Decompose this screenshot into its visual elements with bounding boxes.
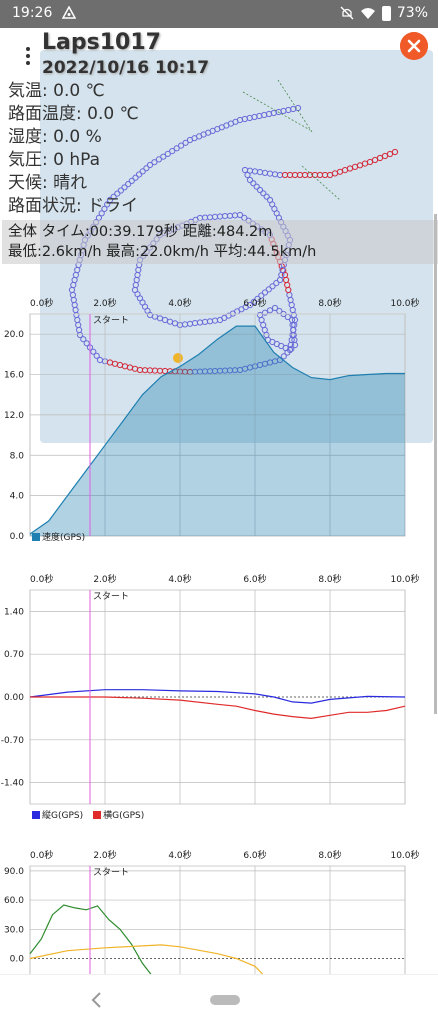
speed-legend: 速度(GPS) — [32, 530, 85, 543]
y-tick-label: 20.0 — [4, 330, 24, 340]
y-tick-label: -1.40 — [1, 779, 25, 789]
close-button[interactable] — [400, 32, 428, 60]
third-chart-svg: 0.0秒 2.0秒 4.0秒 6.0秒 8.0秒 10.0秒 0.0 30.0 60.0 90.0… — [4, 849, 420, 974]
overflow-menu-icon[interactable] — [22, 46, 34, 66]
series-line-0 — [29, 689, 406, 704]
series-line-0 — [29, 904, 152, 974]
y-tick-label: 60.0 — [4, 896, 24, 906]
x-tick-label: 8.0秒 — [318, 573, 341, 585]
x-tick-label: 0.0秒 — [30, 849, 53, 861]
y-tick-label: 0.0 — [10, 955, 25, 965]
y-tick-label: 90.0 — [4, 867, 24, 877]
x-tick-label: 10.0秒 — [390, 849, 419, 861]
series-line-1 — [30, 696, 406, 720]
summary-line-2: 最低:2.6km/h 最高:22.0km/h 平均:44.5km/h — [8, 244, 317, 260]
x-tick-label: 6.0秒 — [243, 297, 266, 309]
start-marker-label: スタート — [93, 591, 129, 602]
y-tick-label: 1.40 — [4, 607, 24, 617]
system-icons: 73% — [340, 5, 428, 21]
y-tick-label: 0.00 — [4, 693, 24, 703]
x-tick-label: 0.0秒 — [30, 573, 53, 585]
condition-air-temp: 気温: 0.0 ℃ — [8, 81, 105, 101]
condition-road-temp: 路面温度: 0.0 ℃ — [8, 104, 139, 124]
x-tick-label: 2.0秒 — [93, 297, 116, 309]
start-marker-label: スタート — [93, 867, 129, 878]
mute-icon — [340, 6, 354, 20]
third-chart[interactable]: 0.0秒 2.0秒 4.0秒 6.0秒 8.0秒 10.0秒 0.0 30.0 60.0 90.0… — [0, 818, 438, 974]
battery-icon — [381, 5, 391, 21]
x-tick-label: 0.0秒 — [30, 297, 53, 309]
plot-area — [29, 865, 406, 974]
legend-long-g: 縦G(GPS) — [32, 808, 83, 821]
x-tick-label: 6.0秒 — [243, 849, 266, 861]
x-tick-label: 4.0秒 — [168, 573, 191, 585]
g-force-legend: 縦G(GPS) 横G(GPS) — [32, 808, 144, 821]
conditions-list: 気温: 0.0 ℃ 路面温度: 0.0 ℃ 湿度: 0.0 % 気圧: 0 hP… — [8, 80, 139, 218]
x-tick-label: 8.0秒 — [318, 849, 341, 861]
back-icon[interactable] — [90, 991, 104, 1009]
condition-pressure: 気圧: 0 hPa — [8, 150, 101, 170]
x-tick-label: 4.0秒 — [168, 849, 191, 861]
g-force-chart-svg: 0.0秒 2.0秒 4.0秒 6.0秒 8.0秒 10.0秒 -1.40 -0.70 0.00 0… — [1, 573, 420, 805]
series-line-1 — [29, 944, 264, 974]
y-tick-label: 0.70 — [4, 650, 24, 660]
wifi-icon — [360, 8, 375, 19]
status-bar: 19:26 73% — [0, 0, 438, 28]
current-position-marker — [173, 353, 183, 363]
x-tick-label: 6.0秒 — [243, 573, 266, 585]
app-notification-icon — [62, 6, 76, 19]
status-time: 19:26 — [12, 5, 53, 21]
y-tick-label: 16.0 — [4, 371, 24, 381]
g-force-chart[interactable]: 0.0秒 2.0秒 4.0秒 6.0秒 8.0秒 10.0秒 -1.40 -0.70 0.00 0… — [0, 542, 438, 832]
gps-sector-lines — [242, 79, 341, 201]
lap-summary: 全体 タイム:00:39.179秒 距離:484.2m 最低:2.6km/h 最… — [2, 220, 438, 264]
legend-speed: 速度(GPS) — [32, 530, 85, 543]
legend-lat-g: 横G(GPS) — [93, 808, 144, 821]
lap-title: Laps1017 — [42, 30, 161, 55]
start-marker-label: スタート — [93, 315, 129, 326]
lap-detail-screen: Laps1017 2022/10/16 10:17 気温: 0.0 ℃ 路面温度… — [0, 28, 438, 974]
y-tick-label: 0.0 — [10, 532, 25, 542]
series-line-0 — [29, 325, 405, 535]
x-tick-label: 8.0秒 — [318, 297, 341, 309]
scrollbar[interactable] — [434, 214, 437, 714]
condition-weather: 天候: 晴れ — [8, 173, 88, 193]
x-tick-label: 10.0秒 — [390, 297, 419, 309]
speed-chart[interactable]: 0.0秒 2.0秒 4.0秒 6.0秒 8.0秒 10.0秒 0.0 4.0 8.0 12.0 16… — [0, 266, 438, 556]
y-tick-label: 4.0 — [10, 492, 25, 502]
summary-line-1: 全体 タイム:00:39.179秒 距離:484.2m — [8, 224, 273, 240]
x-tick-label: 2.0秒 — [93, 573, 116, 585]
lap-date: 2022/10/16 10:17 — [42, 58, 210, 78]
speed-chart-svg: 0.0秒 2.0秒 4.0秒 6.0秒 8.0秒 10.0秒 0.0 4.0 8.0 12.0 16… — [4, 297, 420, 542]
x-tick-label: 2.0秒 — [93, 849, 116, 861]
home-pill[interactable] — [210, 995, 240, 1005]
y-tick-label: 12.0 — [4, 411, 24, 421]
y-tick-label: 30.0 — [4, 925, 24, 935]
x-tick-label: 4.0秒 — [168, 297, 191, 309]
y-tick-label: 8.0 — [10, 451, 25, 461]
y-tick-label: -0.70 — [1, 736, 25, 746]
condition-humidity: 湿度: 0.0 % — [8, 127, 102, 147]
system-nav-bar — [0, 974, 438, 1024]
x-tick-label: 10.0秒 — [390, 573, 419, 585]
series-area — [30, 326, 405, 536]
battery-level: 73% — [396, 5, 428, 21]
condition-road: 路面状況: ドライ — [8, 196, 139, 216]
